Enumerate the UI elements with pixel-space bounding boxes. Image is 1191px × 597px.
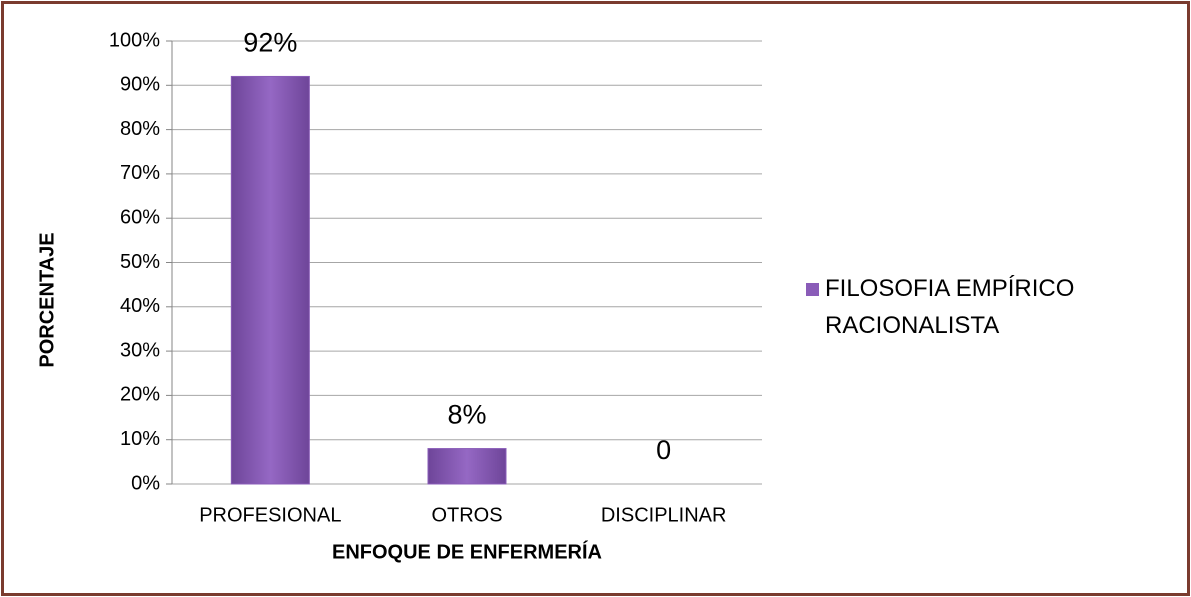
y-tick-label: 70%: [120, 162, 160, 184]
value-label: 8%: [447, 400, 486, 430]
y-tick-label: 50%: [120, 251, 160, 273]
value-label: 0: [656, 435, 671, 465]
y-tick-label: 10%: [120, 428, 160, 450]
legend-label: FILOSOFIA EMPÍRICO RACIONALISTA: [825, 275, 1075, 339]
y-tick-label: 30%: [120, 339, 160, 361]
bar: [230, 75, 310, 485]
x-tick-label: PROFESIONAL: [199, 504, 341, 526]
x-tick-label: OTROS: [431, 504, 502, 526]
y-tick-label: 0%: [131, 472, 160, 494]
value-label: 92%: [243, 28, 297, 58]
y-tick-label: 100%: [109, 29, 160, 51]
y-axis-title: PORCENTAJE: [36, 232, 58, 367]
x-tick-label: DISCIPLINAR: [601, 504, 727, 526]
x-axis-title: ENFOQUE DE ENFERMERÍA: [332, 540, 602, 563]
legend: FILOSOFIA EMPÍRICO RACIONALISTA: [806, 270, 1146, 344]
y-tick-label: 90%: [120, 74, 160, 96]
y-tick-label: 40%: [120, 295, 160, 317]
bar: [427, 448, 507, 485]
y-tick-label: 20%: [120, 384, 160, 406]
y-tick-label: 60%: [120, 206, 160, 228]
legend-swatch: [806, 283, 819, 296]
y-tick-label: 80%: [120, 118, 160, 140]
